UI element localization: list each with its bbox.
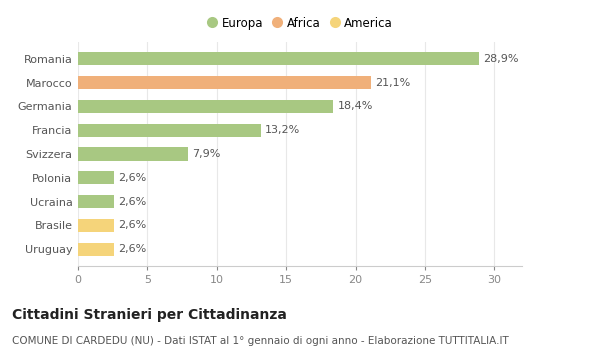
Text: Cittadini Stranieri per Cittadinanza: Cittadini Stranieri per Cittadinanza xyxy=(12,308,287,322)
Text: 7,9%: 7,9% xyxy=(192,149,220,159)
Bar xyxy=(78,100,334,113)
Text: 13,2%: 13,2% xyxy=(265,125,301,135)
Bar xyxy=(78,195,114,208)
Bar xyxy=(78,171,114,184)
Legend: Europa, Africa, America: Europa, Africa, America xyxy=(203,12,397,35)
Bar xyxy=(78,147,188,161)
Text: COMUNE DI CARDEDU (NU) - Dati ISTAT al 1° gennaio di ogni anno - Elaborazione TU: COMUNE DI CARDEDU (NU) - Dati ISTAT al 1… xyxy=(12,336,509,346)
Text: 2,6%: 2,6% xyxy=(118,220,146,230)
Text: 2,6%: 2,6% xyxy=(118,197,146,206)
Text: 18,4%: 18,4% xyxy=(337,102,373,111)
Bar xyxy=(78,124,261,137)
Bar xyxy=(78,243,114,256)
Bar xyxy=(78,76,371,89)
Text: 2,6%: 2,6% xyxy=(118,244,146,254)
Text: 28,9%: 28,9% xyxy=(483,54,518,64)
Bar xyxy=(78,52,479,65)
Text: 21,1%: 21,1% xyxy=(375,78,410,88)
Bar xyxy=(78,219,114,232)
Text: 2,6%: 2,6% xyxy=(118,173,146,183)
